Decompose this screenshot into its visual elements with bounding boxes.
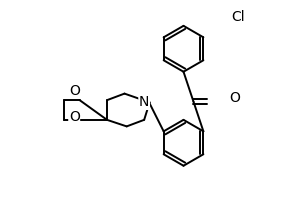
Text: O: O: [229, 91, 240, 105]
Text: N: N: [139, 95, 149, 109]
Text: O: O: [69, 84, 80, 98]
Text: O: O: [69, 110, 80, 124]
Text: Cl: Cl: [232, 10, 245, 24]
